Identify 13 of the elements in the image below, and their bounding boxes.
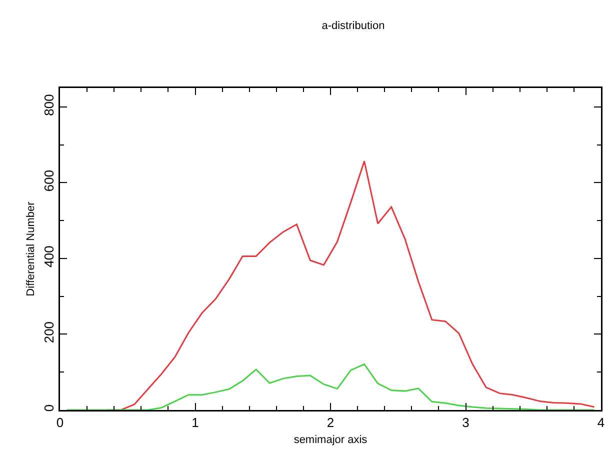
line-series [66, 363, 595, 410]
y-axis-title: Differential Number [25, 201, 38, 296]
y-tick-label: 400 [41, 246, 56, 268]
y-tick-label: 600 [41, 170, 56, 192]
x-axis-title: semimajor axis [294, 434, 368, 446]
x-tick-label: 1 [192, 415, 199, 430]
y-tick-label: 200 [41, 321, 56, 344]
chart-title: a-distribution [322, 20, 385, 32]
x-tick-label: 3 [462, 415, 470, 430]
x-tick-label: 2 [326, 415, 334, 430]
y-tick-label: 0 [41, 404, 56, 412]
x-tick-label: 4 [597, 415, 605, 430]
y-tick-label: 800 [41, 94, 56, 116]
